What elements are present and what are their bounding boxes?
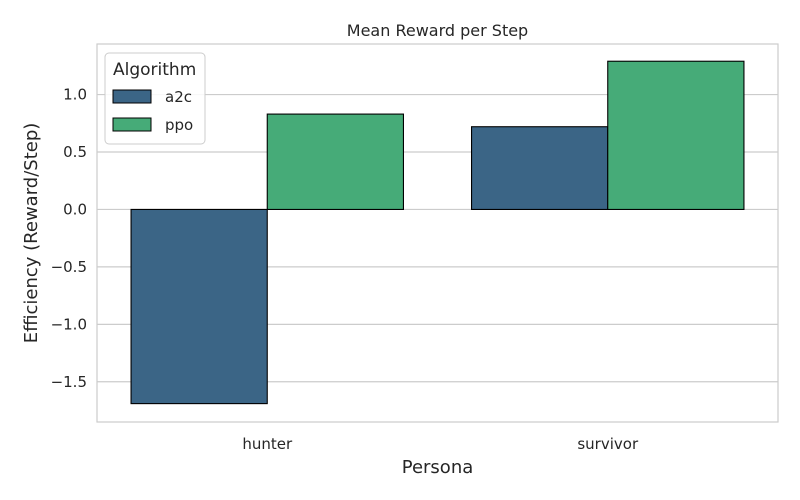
x-axis-title: Persona [402,457,474,478]
legend-swatch-a2c [112,89,152,104]
bar-ppo-survivor [607,60,745,210]
legend: Algorithm a2c ppo [104,52,206,145]
y-tick-label: −1.0 [51,315,87,333]
y-tick-label: 1.0 [63,86,87,104]
chart-title: Mean Reward per Step [347,21,528,40]
bar-a2c-hunter [130,208,268,405]
y-tick-label: −0.5 [51,258,87,276]
x-tick-label: survivor [577,435,639,453]
y-tick-labels: −1.5 −1.0 −0.5 0.0 0.5 1.0 [51,86,87,391]
legend-label-ppo: ppo [165,116,193,134]
y-tick-label: 0.5 [63,143,87,161]
bar-ppo-hunter [266,113,404,210]
y-axis-title: Efficiency (Reward/Step) [21,123,42,344]
y-tick-label: 0.0 [63,200,87,218]
x-tick-labels: hunter survivor [242,435,639,453]
legend-swatch-ppo [112,117,152,132]
legend-title: Algorithm [113,60,196,80]
y-tick-label: −1.5 [51,373,87,391]
bars [130,60,745,405]
bar-a2c-survivor [470,126,609,210]
x-tick-label: hunter [242,435,293,453]
plot-frame [96,43,779,423]
legend-label-a2c: a2c [165,88,192,106]
legend-items: a2c ppo [112,88,193,134]
